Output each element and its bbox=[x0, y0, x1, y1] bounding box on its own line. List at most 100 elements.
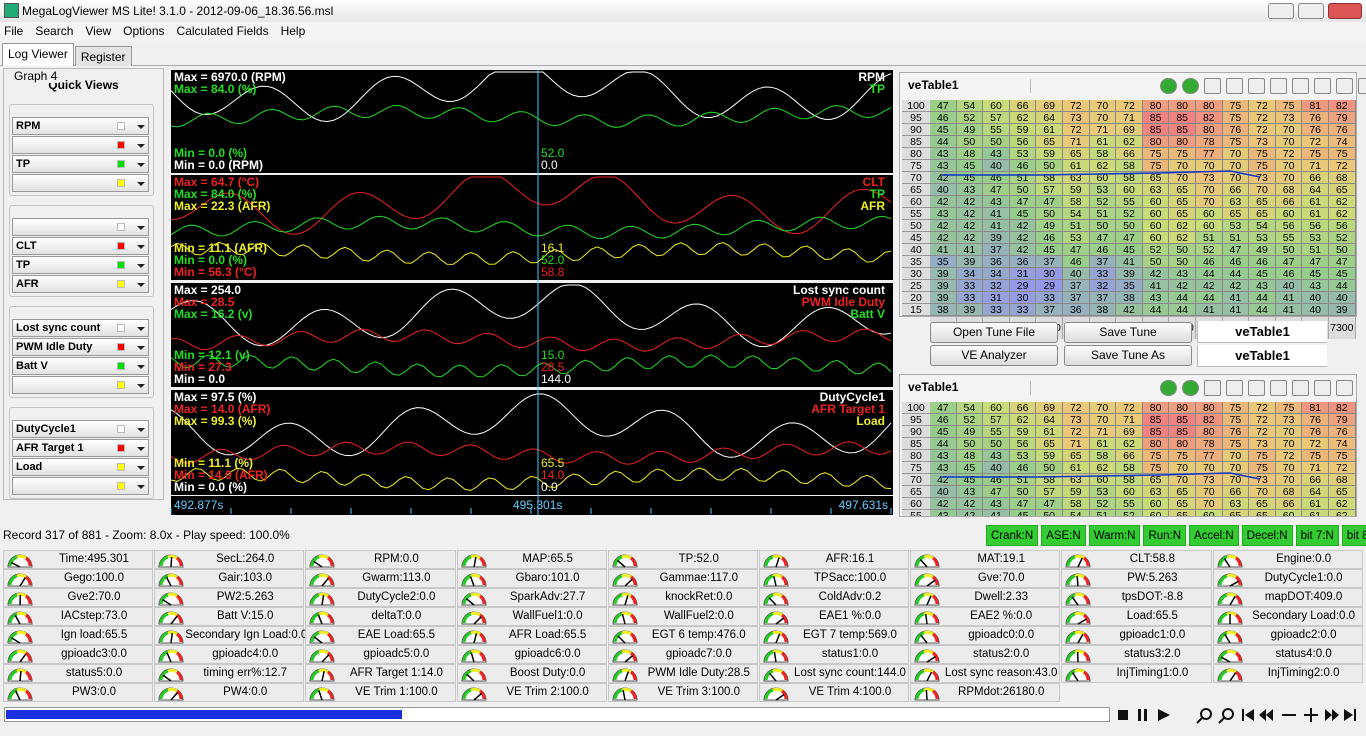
toolbar-button[interactable] bbox=[1182, 78, 1199, 94]
gauge[interactable]: Gwarm:113.0 bbox=[305, 569, 456, 588]
gauge[interactable]: AFR:16.1 bbox=[759, 550, 910, 569]
gauge[interactable]: VE Trim 1:100.0 bbox=[305, 683, 456, 702]
gauge[interactable]: gpioadc4:0.0 bbox=[154, 645, 305, 664]
toolbar-button[interactable] bbox=[1226, 380, 1243, 396]
gauge[interactable]: Gve:70.0 bbox=[910, 569, 1061, 588]
gauge[interactable]: CLT:58.8 bbox=[1061, 550, 1212, 569]
toolbar-button[interactable] bbox=[1248, 78, 1265, 94]
tab[interactable]: Register bbox=[74, 46, 132, 66]
tune-button[interactable]: VE Analyzer bbox=[930, 345, 1058, 366]
menu-item[interactable]: Search bbox=[35, 24, 74, 38]
gauge[interactable]: Dwell:2.33 bbox=[910, 588, 1061, 607]
trace-dropdown[interactable]: PWM Idle Duty bbox=[12, 338, 149, 356]
gauge[interactable]: WallFuel2:0.0 bbox=[607, 607, 758, 626]
tune-button[interactable]: Save Tune bbox=[1064, 322, 1192, 343]
gauge[interactable]: Ign load:65.5 bbox=[3, 626, 154, 645]
gauge[interactable]: EGT 7 temp:569.0 bbox=[759, 626, 910, 645]
toolbar-button[interactable] bbox=[1160, 380, 1177, 396]
trace-dropdown[interactable]: RPM bbox=[12, 117, 149, 135]
close-button[interactable] bbox=[1328, 3, 1362, 19]
toolbar-button[interactable] bbox=[1292, 78, 1309, 94]
gauge[interactable]: Boost Duty:0.0 bbox=[456, 664, 607, 683]
gauge[interactable]: PW4:0.0 bbox=[154, 683, 305, 702]
gauge[interactable]: gpioadc3:0.0 bbox=[3, 645, 154, 664]
gauge[interactable]: Engine:0.0 bbox=[1212, 550, 1363, 569]
menu-item[interactable]: File bbox=[4, 24, 24, 38]
trace-dropdown[interactable]: AFR Target 1 bbox=[12, 439, 149, 457]
last-button[interactable] bbox=[1344, 709, 1356, 721]
trace-dropdown[interactable]: AFR bbox=[12, 275, 149, 293]
gauge[interactable]: InjTiming2:0.0 bbox=[1212, 664, 1363, 683]
trace-dropdown[interactable] bbox=[12, 376, 149, 394]
gauge[interactable]: Secondary Ign Load:0.0 bbox=[154, 626, 305, 645]
gauge[interactable]: AFR Load:65.5 bbox=[456, 626, 607, 645]
gauge[interactable]: SecL:264.0 bbox=[154, 550, 305, 569]
trace-dropdown[interactable]: DutyCycle1 bbox=[12, 420, 149, 438]
toolbar-button[interactable] bbox=[1204, 78, 1221, 94]
gauge[interactable]: status2:0.0 bbox=[910, 645, 1061, 664]
toolbar-button[interactable] bbox=[1314, 78, 1331, 94]
gauge[interactable]: tpsDOT:-8.8 bbox=[1061, 588, 1212, 607]
toolbar-button[interactable] bbox=[1204, 380, 1221, 396]
gauge[interactable]: status4:0.0 bbox=[1212, 645, 1363, 664]
gauge[interactable]: Gair:103.0 bbox=[154, 569, 305, 588]
gauge[interactable]: VE Trim 3:100.0 bbox=[607, 683, 758, 702]
gauge[interactable]: PW:5.263 bbox=[1061, 569, 1212, 588]
gauge[interactable]: PWM Idle Duty:28.5 bbox=[607, 664, 758, 683]
gauge[interactable]: InjTiming1:0.0 bbox=[1061, 664, 1212, 683]
toolbar-button[interactable] bbox=[1336, 380, 1353, 396]
gauge[interactable]: EGT 6 temp:476.0 bbox=[607, 626, 758, 645]
gauge[interactable]: TP:52.0 bbox=[607, 550, 758, 569]
gauge[interactable]: gpioadc0:0.0 bbox=[910, 626, 1061, 645]
gauge[interactable]: AFR Target 1:14.0 bbox=[305, 664, 456, 683]
plus-button[interactable] bbox=[1304, 708, 1318, 722]
gauge[interactable]: PW3:0.0 bbox=[3, 683, 154, 702]
forward-button[interactable] bbox=[1325, 709, 1339, 721]
first-button[interactable] bbox=[1242, 709, 1254, 721]
menu-item[interactable]: View bbox=[85, 24, 112, 38]
gauge[interactable]: Lost sync reason:43.0 bbox=[910, 664, 1061, 683]
gauge[interactable]: gpioadc6:0.0 bbox=[456, 645, 607, 664]
toolbar-button[interactable] bbox=[1160, 78, 1177, 94]
trace-dropdown[interactable]: Load bbox=[12, 458, 149, 476]
toolbar-button[interactable] bbox=[1270, 380, 1287, 396]
minus-button[interactable] bbox=[1282, 714, 1296, 716]
trace-dropdown[interactable]: Lost sync count bbox=[12, 319, 149, 337]
trace-dropdown[interactable]: TP bbox=[12, 155, 149, 173]
gauge[interactable]: gpioadc7:0.0 bbox=[607, 645, 758, 664]
pause-button[interactable] bbox=[1138, 709, 1147, 721]
toolbar-button[interactable] bbox=[1248, 380, 1265, 396]
menu-item[interactable]: Help bbox=[280, 24, 306, 38]
tab[interactable]: Log Viewer bbox=[2, 43, 74, 66]
gauge[interactable]: gpioadc5:0.0 bbox=[305, 645, 456, 664]
back-button[interactable] bbox=[1259, 709, 1273, 721]
gauge[interactable]: EAE2 %:0.0 bbox=[910, 607, 1061, 626]
trace-dropdown[interactable]: TP bbox=[12, 256, 149, 274]
gauge[interactable]: PW2:5.263 bbox=[154, 588, 305, 607]
zoom-in-button[interactable] bbox=[1218, 708, 1234, 724]
gauge[interactable]: IACstep:73.0 bbox=[3, 607, 154, 626]
tune-button[interactable]: Open Tune File bbox=[930, 322, 1058, 343]
gauge[interactable]: timing err%:12.7 bbox=[154, 664, 305, 683]
gauge[interactable]: Lost sync count:144.0 bbox=[759, 664, 910, 683]
play-button[interactable] bbox=[1158, 709, 1170, 721]
trace-dropdown[interactable] bbox=[12, 218, 149, 236]
gauge[interactable]: knockRet:0.0 bbox=[607, 588, 758, 607]
trace-dropdown[interactable]: Batt V bbox=[12, 357, 149, 375]
zoom-out-button[interactable] bbox=[1196, 708, 1212, 724]
gauge[interactable]: Secondary Load:0.0 bbox=[1212, 607, 1363, 626]
gauge[interactable]: ColdAdv:0.2 bbox=[759, 588, 910, 607]
gauge[interactable]: SparkAdv:27.7 bbox=[456, 588, 607, 607]
gauge[interactable]: RPMdot:26180.0 bbox=[910, 683, 1061, 702]
gauge[interactable]: Gego:100.0 bbox=[3, 569, 154, 588]
gauge[interactable]: VE Trim 4:100.0 bbox=[759, 683, 910, 702]
toolbar-button[interactable] bbox=[1182, 380, 1199, 396]
trace-dropdown[interactable] bbox=[12, 136, 149, 154]
gauge[interactable]: deltaT:0.0 bbox=[305, 607, 456, 626]
toolbar-button[interactable] bbox=[1226, 78, 1243, 94]
gauge[interactable]: Time:495.301 bbox=[3, 550, 154, 569]
gauge[interactable]: Batt V:15.0 bbox=[154, 607, 305, 626]
gauge[interactable]: Load:65.5 bbox=[1061, 607, 1212, 626]
gauge[interactable]: status3:2.0 bbox=[1061, 645, 1212, 664]
toolbar-button[interactable] bbox=[1270, 78, 1287, 94]
